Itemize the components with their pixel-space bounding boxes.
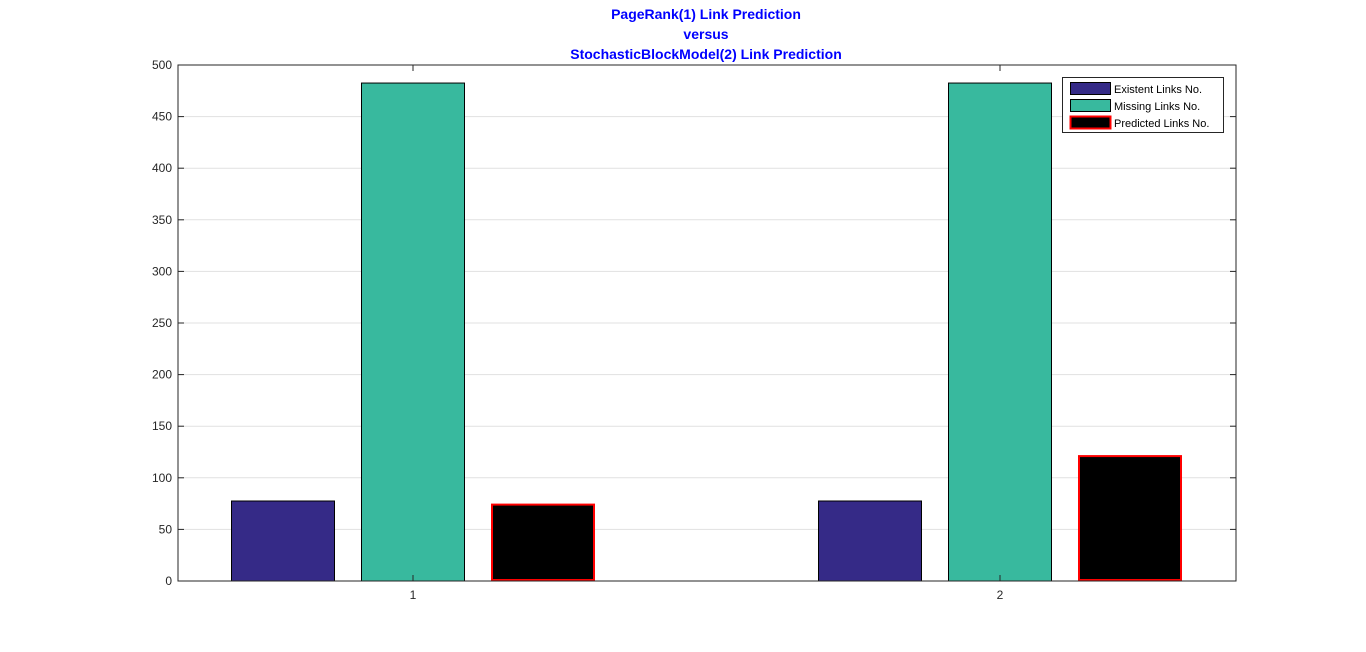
y-tick-label-0: 0 bbox=[165, 574, 172, 588]
chart-title-line-2: versus bbox=[683, 26, 729, 42]
legend-swatch-1 bbox=[1070, 82, 1111, 95]
legend-swatch-2 bbox=[1070, 99, 1111, 112]
x-tick-label-1: 1 bbox=[410, 588, 417, 602]
y-tick-label-200: 200 bbox=[152, 368, 172, 382]
bar-missing-links-no-cat-2 bbox=[948, 82, 1052, 582]
grid-lines bbox=[178, 64, 1236, 582]
bar-existent-links-no-cat-1 bbox=[231, 500, 335, 582]
bar-predicted-links-no-cat-1 bbox=[491, 503, 595, 582]
chart-title-line-3: StochasticBlockModel(2) Link Prediction bbox=[570, 46, 842, 62]
legend-label-2: Missing Links No. bbox=[1114, 101, 1200, 113]
chart-title: PageRank(1) Link Prediction versus Stoch… bbox=[0, 4, 1366, 64]
y-tick-label-150: 150 bbox=[152, 419, 172, 433]
y-tick-label-300: 300 bbox=[152, 264, 172, 278]
bars bbox=[231, 82, 1182, 582]
x-tick-label-2: 2 bbox=[997, 588, 1004, 602]
y-tick-label-400: 400 bbox=[152, 161, 172, 175]
legend-label-1: Existent Links No. bbox=[1114, 84, 1202, 96]
y-tick-label-500: 500 bbox=[152, 58, 172, 72]
y-tick-label-100: 100 bbox=[152, 471, 172, 485]
legend: Existent Links No. Missing Links No. Predi… bbox=[1062, 77, 1224, 133]
bar-existent-links-no-cat-2 bbox=[818, 500, 922, 582]
y-tick-label-50: 50 bbox=[159, 522, 173, 536]
bar-missing-links-no-cat-1 bbox=[361, 82, 465, 582]
y-tick-label-450: 450 bbox=[152, 110, 172, 124]
legend-label-3: Predicted Links No. bbox=[1114, 118, 1209, 130]
y-tick-label-350: 350 bbox=[152, 213, 172, 227]
axis-ticks: 0 50 100 150 200 250 300 350 400 450 500 1 2 bbox=[152, 58, 1236, 602]
chart-title-line-1: PageRank(1) Link Prediction bbox=[611, 6, 801, 22]
y-tick-label-250: 250 bbox=[152, 316, 172, 330]
legend-swatch-3 bbox=[1069, 115, 1112, 130]
bar-predicted-links-no-cat-2 bbox=[1078, 455, 1182, 582]
